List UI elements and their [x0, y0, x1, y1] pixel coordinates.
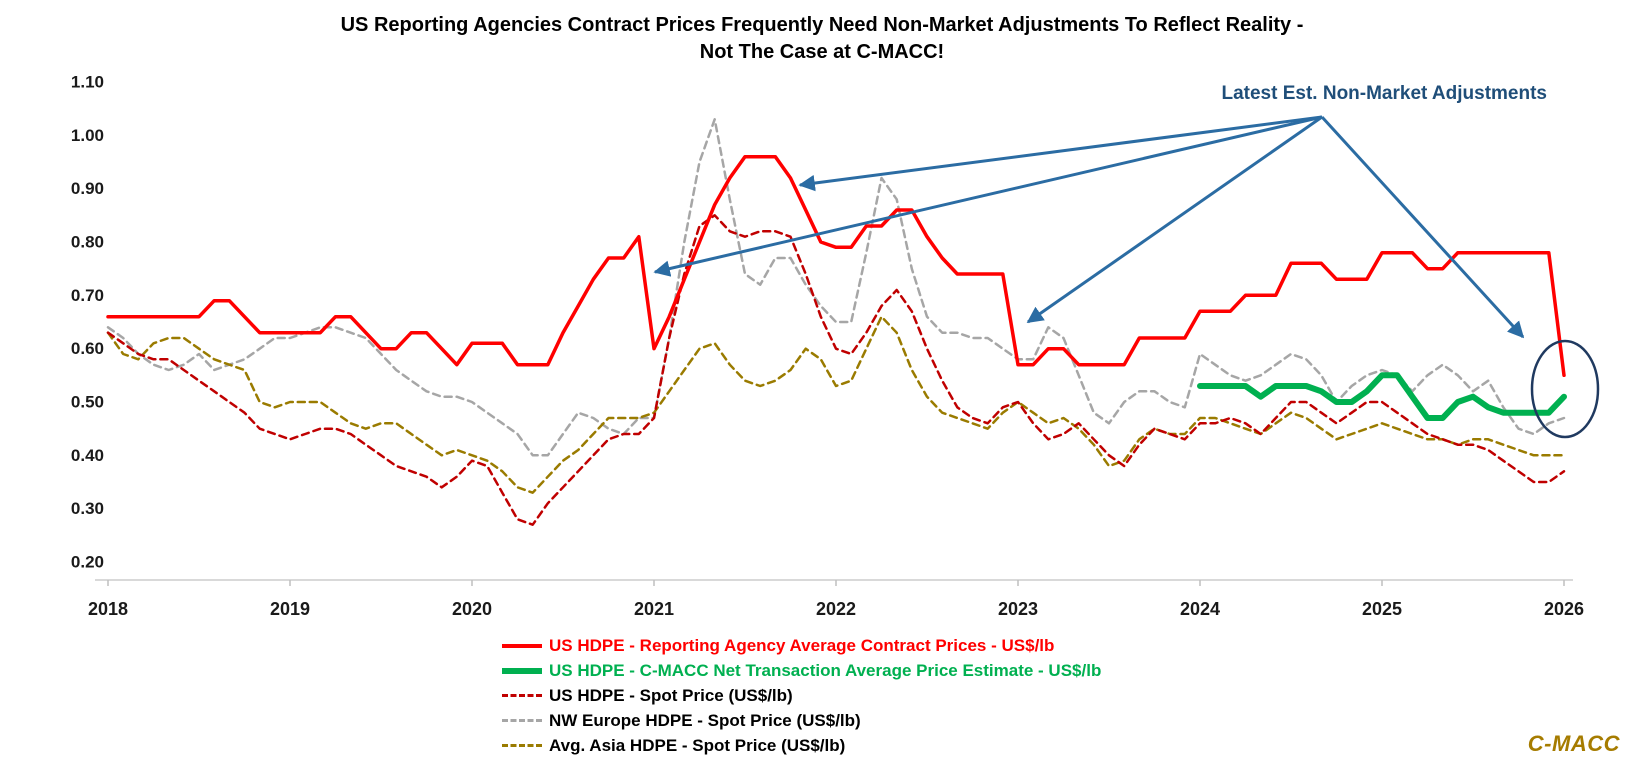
annotation-arrow [1320, 115, 1525, 339]
y-axis-label: 0.60 [71, 339, 104, 358]
chart-title: US Reporting Agencies Contract Prices Fr… [52, 12, 1592, 66]
x-axis-label: 2023 [998, 599, 1038, 619]
y-axis-label: 0.80 [71, 232, 104, 251]
legend-line-sample-asia-spot [502, 744, 542, 747]
legend-line-sample-cmacc-estimate [502, 667, 542, 674]
series-us-hdpe-spot [106, 214, 1566, 526]
legend-item-asia-spot: Avg. Asia HDPE - Spot Price (US$/lb) [502, 733, 1101, 758]
legend-label-cmacc-estimate: US HDPE - C-MACC Net Transaction Average… [549, 660, 1102, 680]
annotation-arrow [1026, 115, 1323, 324]
chart-title-line-2: Not The Case at C-MACC! [699, 41, 945, 63]
y-axis-label: 0.90 [71, 179, 104, 198]
legend-item-nw-europe-spot: NW Europe HDPE - Spot Price (US$/lb) [502, 708, 1101, 733]
x-axis-label: 2019 [270, 599, 310, 619]
legend-item-contract-prices: US HDPE - Reporting Agency Average Contr… [502, 633, 1101, 658]
x-axis-label: 2026 [1544, 599, 1584, 619]
legend-item-cmacc-estimate: US HDPE - C-MACC Net Transaction Average… [502, 658, 1101, 683]
x-axis-label: 2025 [1362, 599, 1402, 619]
y-axis-label: 0.40 [71, 446, 104, 465]
y-axis-label: 0.70 [71, 286, 104, 305]
y-axis-label: 0.30 [71, 499, 104, 518]
x-axis-label: 2020 [452, 599, 492, 619]
y-axis-label: 1.00 [71, 126, 104, 145]
series-us-hdpe-contract [106, 154, 1566, 378]
legend-label-contract: US HDPE - Reporting Agency Average Contr… [549, 635, 1055, 655]
x-axis-label: 2022 [816, 599, 856, 619]
legend-line-sample-contract [502, 643, 542, 648]
x-axis-label: 2021 [634, 599, 674, 619]
series-nw-europe-hdpe-spot [106, 118, 1566, 457]
legend: US HDPE - Reporting Agency Average Contr… [502, 633, 1101, 758]
series-cmacc-net-transaction-estimate [1197, 372, 1567, 421]
y-axis-label: 0.20 [71, 552, 104, 571]
annotation-arrow [653, 115, 1323, 277]
y-axis-label: 0.50 [71, 392, 104, 411]
x-axis-label: 2024 [1180, 599, 1220, 619]
y-axis-label: 1.10 [71, 73, 104, 92]
legend-line-sample-nw-europe-spot [502, 719, 542, 722]
legend-label-asia-spot: Avg. Asia HDPE - Spot Price (US$/lb) [549, 735, 846, 755]
highlight-ellipse [1530, 339, 1600, 439]
legend-label-us-spot: US HDPE - Spot Price (US$/lb) [549, 685, 793, 705]
chart-title-line-1: US Reporting Agencies Contract Prices Fr… [340, 14, 1304, 36]
legend-line-sample-us-spot [502, 694, 542, 697]
annotation-arrow [798, 115, 1323, 192]
non-market-adjustments-annotation: Latest Est. Non-Market Adjustments [1221, 83, 1547, 104]
x-axis-label: 2018 [88, 599, 128, 619]
series-avg-asia-hdpe-spot [106, 315, 1566, 494]
legend-item-us-spot: US HDPE - Spot Price (US$/lb) [502, 683, 1101, 708]
cmacc-logo: C-MACC [1527, 731, 1620, 756]
legend-label-nw-europe-spot: NW Europe HDPE - Spot Price (US$/lb) [549, 710, 861, 730]
